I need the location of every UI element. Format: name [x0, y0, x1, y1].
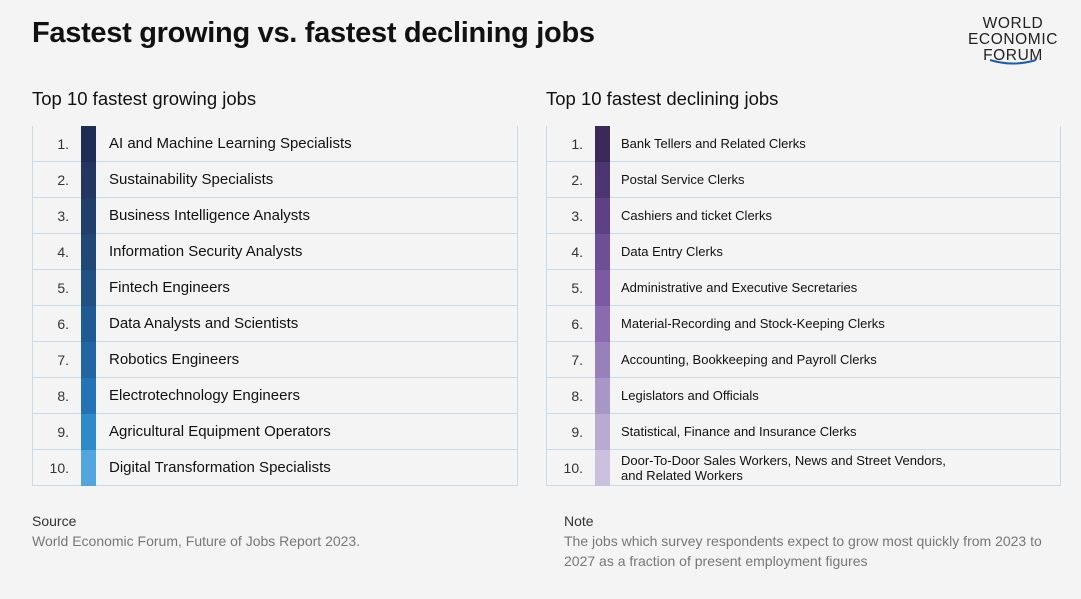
declining-jobs-panel: Top 10 fastest declining jobs 1. Bank Tel… — [546, 86, 1061, 486]
growing-job-name: Digital Transformation Specialists — [109, 459, 331, 476]
declining-job-name: Material-Recording and Stock-Keeping Cle… — [621, 316, 885, 331]
growing-job-row: 6. Data Analysts and Scientists — [33, 306, 517, 342]
note-text: The jobs which survey respondents expect… — [564, 533, 1042, 569]
declining-job-rank: 6. — [571, 315, 583, 332]
growing-job-rank: 6. — [57, 315, 69, 332]
growing-job-name: Robotics Engineers — [109, 351, 240, 368]
growing-job-rank: 5. — [57, 279, 69, 296]
declining-job-rank: 2. — [571, 171, 583, 188]
growing-job-color-bar — [81, 126, 96, 162]
source-block: Source World Economic Forum, Future of J… — [32, 513, 360, 551]
declining-job-row: 3. Cashiers and ticket Clerks — [547, 198, 1060, 234]
growing-job-color-bar — [81, 270, 96, 306]
declining-job-color-bar — [595, 414, 610, 450]
declining-job-color-bar — [595, 342, 610, 378]
declining-job-rank: 7. — [571, 351, 583, 368]
logo-swoosh-icon — [989, 59, 1037, 65]
growing-job-row: 5. Fintech Engineers — [33, 270, 517, 306]
note-block: Note The jobs which survey respondents e… — [564, 513, 1064, 571]
declining-job-rank: 3. — [571, 207, 583, 224]
growing-job-rank: 2. — [57, 171, 69, 188]
declining-job-name: Door-To-Door Sales Workers, News and Str… — [621, 452, 946, 483]
declining-job-name: Data Entry Clerks — [621, 244, 723, 259]
declining-job-color-bar — [595, 162, 610, 198]
growing-job-color-bar — [81, 450, 96, 486]
declining-job-row: 8. Legislators and Officials — [547, 378, 1060, 414]
declining-job-rank: 9. — [571, 423, 583, 440]
growing-job-rank: 3. — [57, 207, 69, 224]
growing-job-name: Sustainability Specialists — [109, 171, 274, 188]
source-label: Source — [32, 513, 77, 529]
declining-job-rank: 1. — [571, 135, 583, 152]
growing-job-rank: 10. — [49, 459, 69, 476]
declining-job-color-bar — [595, 234, 610, 270]
declining-job-name: Postal Service Clerks — [621, 172, 745, 187]
declining-job-rank: 8. — [571, 387, 583, 404]
logo-line-3: FORUM — [983, 47, 1043, 64]
declining-job-rank: 5. — [571, 279, 583, 296]
growing-job-row: 4. Information Security Analysts — [33, 234, 517, 270]
growing-job-name: Information Security Analysts — [109, 243, 303, 260]
declining-jobs-title: Top 10 fastest declining jobs — [546, 88, 779, 109]
declining-job-color-bar — [595, 378, 610, 414]
growing-job-name: Data Analysts and Scientists — [109, 315, 299, 332]
growing-job-rank: 8. — [57, 387, 69, 404]
growing-job-color-bar — [81, 378, 96, 414]
growing-job-row: 3. Business Intelligence Analysts — [33, 198, 517, 234]
declining-jobs-table: 1. Bank Tellers and Related Clerks 2. Posta… — [546, 126, 1061, 486]
growing-jobs-title: Top 10 fastest growing jobs — [32, 88, 257, 109]
growing-job-rank: 1. — [57, 135, 69, 152]
declining-job-row: 6. Material-Recording and Stock-Keeping C… — [547, 306, 1060, 342]
declining-job-name: Accounting, Bookkeeping and Payroll Cler… — [621, 352, 877, 367]
declining-job-color-bar — [595, 306, 610, 342]
declining-job-color-bar — [595, 270, 610, 306]
growing-job-row: 1. AI and Machine Learning Specialists — [33, 126, 517, 162]
growing-job-name: Fintech Engineers — [109, 279, 230, 296]
growing-job-color-bar — [81, 198, 96, 234]
growing-jobs-panel: Top 10 fastest growing jobs 1. AI and Mac… — [32, 86, 518, 486]
declining-job-name: Bank Tellers and Related Clerks — [621, 136, 806, 151]
growing-job-name: Electrotechnology Engineers — [109, 387, 300, 404]
declining-job-name: Administrative and Executive Secretaries — [621, 280, 858, 295]
declining-job-row: 10. Door-To-Door Sales Workers, News and … — [547, 450, 1060, 486]
declining-job-row: 2. Postal Service Clerks — [547, 162, 1060, 198]
growing-job-row: 10. Digital Transformation Specialists — [33, 450, 517, 486]
declining-job-row: 9. Statistical, Finance and Insurance Cle… — [547, 414, 1060, 450]
growing-job-rank: 9. — [57, 423, 69, 440]
growing-job-name: AI and Machine Learning Specialists — [109, 135, 352, 152]
growing-job-row: 7. Robotics Engineers — [33, 342, 517, 378]
growing-job-name: Agricultural Equipment Operators — [109, 423, 331, 440]
logo-line-2: ECONOMIC — [967, 31, 1059, 48]
declining-job-row: 7. Accounting, Bookkeeping and Payroll Cl… — [547, 342, 1060, 378]
declining-job-name: Statistical, Finance and Insurance Clerk… — [621, 424, 857, 439]
note-label: Note — [564, 513, 594, 529]
declining-job-rank: 4. — [571, 243, 583, 260]
logo-line-1: WORLD — [982, 15, 1044, 32]
declining-job-row: 4. Data Entry Clerks — [547, 234, 1060, 270]
growing-job-color-bar — [81, 162, 96, 198]
declining-job-name: Cashiers and ticket Clerks — [621, 208, 772, 223]
growing-job-color-bar — [81, 306, 96, 342]
growing-job-rank: 7. — [57, 351, 69, 368]
declining-job-color-bar — [595, 126, 610, 162]
growing-job-name: Business Intelligence Analysts — [109, 207, 310, 224]
source-text: World Economic Forum, Future of Jobs Rep… — [32, 533, 361, 549]
growing-job-color-bar — [81, 414, 96, 450]
growing-job-rank: 4. — [57, 243, 69, 260]
declining-job-name: Legislators and Officials — [621, 388, 759, 403]
growing-job-row: 9. Agricultural Equipment Operators — [33, 414, 517, 450]
declining-job-rank: 10. — [563, 459, 583, 476]
wef-logo: WORLD ECONOMIC FORUM — [958, 16, 1068, 80]
growing-job-row: 2. Sustainability Specialists — [33, 162, 517, 198]
page-title: Fastest growing vs. fastest declining jo… — [32, 17, 595, 49]
growing-job-color-bar — [81, 234, 96, 270]
declining-job-row: 5. Administrative and Executive Secretari… — [547, 270, 1060, 306]
growing-job-color-bar — [81, 342, 96, 378]
declining-job-row: 1. Bank Tellers and Related Clerks — [547, 126, 1060, 162]
declining-job-color-bar — [595, 198, 610, 234]
growing-job-row: 8. Electrotechnology Engineers — [33, 378, 517, 414]
declining-job-color-bar — [595, 450, 610, 486]
growing-jobs-table: 1. AI and Machine Learning Specialists 2. S… — [32, 126, 518, 486]
